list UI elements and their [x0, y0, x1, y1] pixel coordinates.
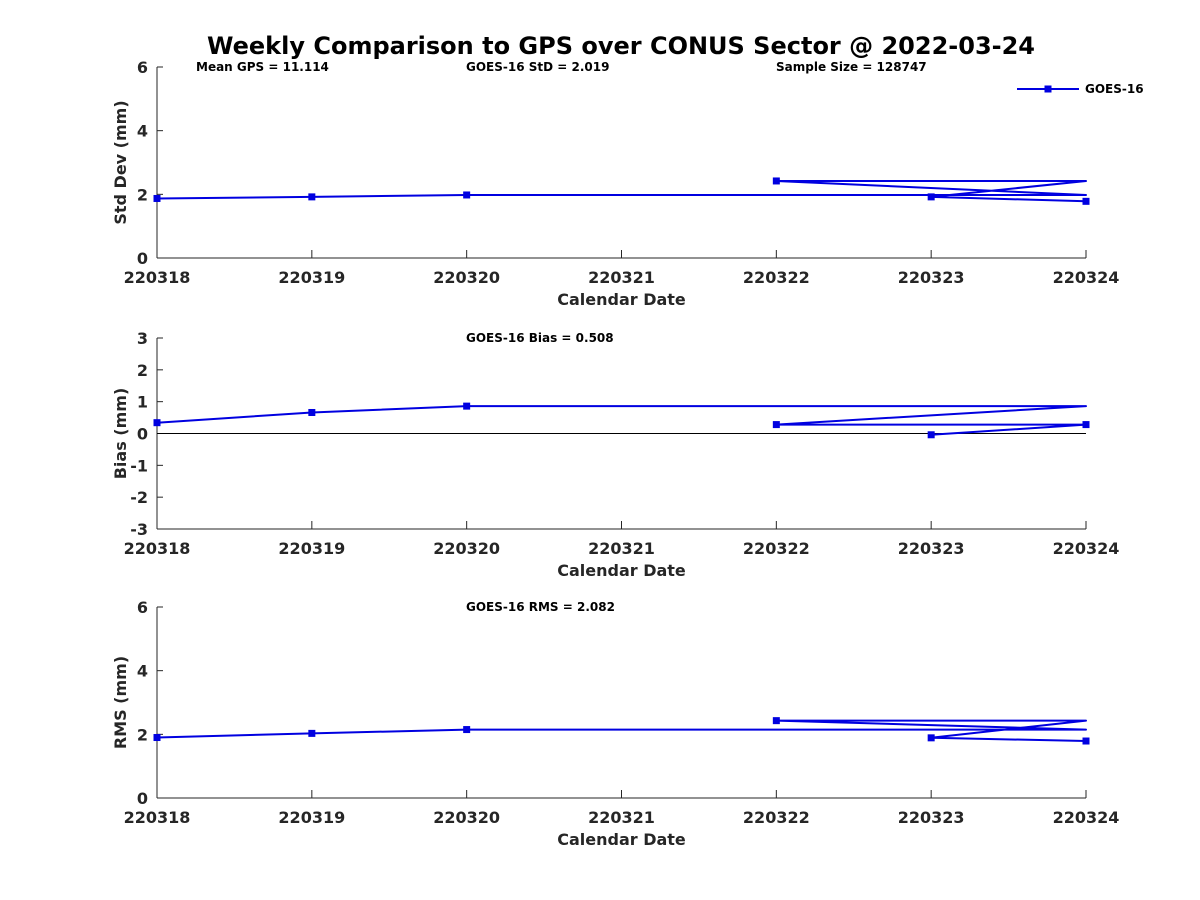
bias-y-tick-label: 1	[137, 393, 148, 412]
std-annotation: Mean GPS = 11.114	[196, 60, 329, 74]
std-x-tick-label: 220322	[743, 268, 810, 287]
legend-label: GOES-16	[1085, 82, 1144, 96]
std-x-tick-label: 220321	[588, 268, 655, 287]
bias-x-tick-label: 220323	[898, 539, 965, 558]
bias-data-point	[153, 419, 161, 427]
std-y-tick-label: 6	[137, 58, 148, 77]
rms-y-tick-label: 0	[137, 789, 148, 808]
bias-data-point	[1082, 421, 1090, 429]
std-data-point	[463, 191, 471, 199]
bias-x-tick-label: 220321	[588, 539, 655, 558]
std-data-point	[153, 194, 161, 202]
bias-y-tick-label: 3	[137, 329, 148, 348]
bias-y-tick-label: -3	[130, 520, 148, 539]
rms-x-tick-label: 220322	[743, 808, 810, 827]
std-y-tick-label: 2	[137, 185, 148, 204]
std-x-tick-label: 220323	[898, 268, 965, 287]
rms-data-point	[308, 729, 316, 737]
figure-title: Weekly Comparison to GPS over CONUS Sect…	[207, 32, 1035, 60]
legend-marker	[1044, 85, 1052, 93]
rms-y-axis-label: RMS (mm)	[111, 656, 130, 749]
std-y-tick-label: 0	[137, 249, 148, 268]
rms-x-tick-label: 220324	[1053, 808, 1120, 827]
rms-x-tick-label: 220318	[124, 808, 191, 827]
rms-data-point	[153, 734, 161, 742]
bias-y-axis-label: Bias (mm)	[111, 388, 130, 480]
bias-y-tick-label: -1	[130, 456, 148, 475]
rms-x-tick-label: 220323	[898, 808, 965, 827]
bias-x-tick-label: 220320	[433, 539, 500, 558]
rms-data-point	[463, 726, 471, 734]
bias-x-tick-label: 220324	[1053, 539, 1120, 558]
rms-x-tick-label: 220319	[278, 808, 345, 827]
rms-annotation: GOES-16 RMS = 2.082	[466, 600, 615, 614]
bias-x-tick-label: 220322	[743, 539, 810, 558]
rms-y-tick-label: 4	[137, 662, 148, 681]
bias-data-point	[463, 402, 471, 410]
std-y-axis-label: Std Dev (mm)	[111, 100, 130, 224]
bias-x-tick-label: 220319	[278, 539, 345, 558]
std-x-tick-label: 220324	[1053, 268, 1120, 287]
rms-data-point	[772, 717, 780, 725]
std-data-point	[308, 193, 316, 201]
bias-series-line	[156, 405, 1087, 436]
std-data-point	[1082, 197, 1090, 205]
std-series-line	[156, 180, 1087, 203]
std-annotation: GOES-16 StD = 2.019	[466, 60, 609, 74]
rms-data-point	[927, 734, 935, 742]
std-x-tick-label: 220320	[433, 268, 500, 287]
bias-y-tick-label: -2	[130, 488, 148, 507]
bias-data-point	[308, 408, 316, 416]
std-annotation: Sample Size = 128747	[776, 60, 927, 74]
std-x-tick-label: 220319	[278, 268, 345, 287]
bias-x-axis-label: Calendar Date	[557, 561, 686, 580]
bias-y-tick-label: 2	[137, 361, 148, 380]
bias-annotation: GOES-16 Bias = 0.508	[466, 331, 614, 345]
rms-series-line	[156, 719, 1087, 742]
std-x-axis-label: Calendar Date	[557, 290, 686, 309]
std-data-point	[927, 193, 935, 201]
rms-y-tick-label: 6	[137, 598, 148, 617]
bias-data-point	[772, 421, 780, 429]
rms-x-tick-label: 220321	[588, 808, 655, 827]
rms-x-axis-label: Calendar Date	[557, 830, 686, 849]
bias-data-point	[927, 431, 935, 439]
std-x-tick-label: 220318	[124, 268, 191, 287]
rms-x-tick-label: 220320	[433, 808, 500, 827]
std-data-point	[772, 177, 780, 185]
rms-y-tick-label: 2	[137, 725, 148, 744]
bias-x-tick-label: 220318	[124, 539, 191, 558]
bias-y-tick-label: 0	[137, 425, 148, 444]
std-y-tick-label: 4	[137, 122, 148, 141]
rms-data-point	[1082, 737, 1090, 745]
